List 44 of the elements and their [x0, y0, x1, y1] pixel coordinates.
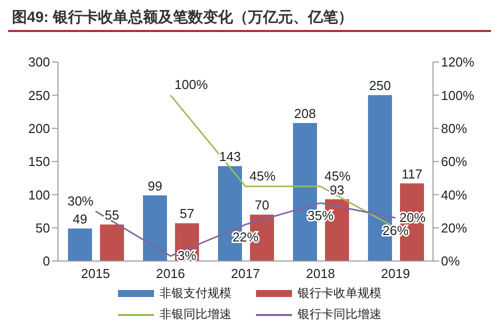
data-label: 55	[104, 208, 120, 223]
data-label: 99	[148, 178, 162, 194]
data-label: 26%	[382, 222, 409, 238]
x-tick-label: 2018	[306, 266, 335, 282]
y-tick-label: 250	[28, 88, 50, 103]
x-tick-label: 2019	[381, 266, 410, 282]
legend-label: 非银同比增速	[160, 306, 232, 323]
chart-title: 图49: 银行卡收单总额及笔数变化（万亿元、亿笔）	[8, 8, 491, 32]
y2-tick-label: 100%	[441, 88, 475, 103]
x-tick-label: 2017	[231, 266, 260, 282]
legend-label: 非银支付规模	[160, 285, 232, 302]
data-label: 45%	[324, 168, 351, 184]
data-label: 93	[330, 182, 344, 198]
data-label: 250	[369, 78, 391, 94]
data-label: 208	[294, 106, 316, 122]
y-tick-label: 50	[36, 220, 50, 236]
y-tick-label: 0	[42, 254, 50, 269]
data-label: 57	[180, 206, 194, 222]
data-label: 70	[254, 198, 270, 213]
data-label: 35%	[307, 208, 334, 223]
data-label: 22%	[232, 230, 259, 245]
y-tick-label: 200	[28, 120, 50, 136]
y2-tick-label: 20%	[441, 220, 468, 236]
legend-label: 银行卡同比增速	[298, 306, 382, 323]
y-tick-label: 300	[28, 54, 50, 70]
bar	[143, 195, 167, 261]
legend-label: 银行卡收单规模	[298, 285, 382, 302]
y2-tick-label: 120%	[441, 54, 475, 70]
y2-tick-label: 60%	[441, 154, 468, 170]
data-label: 30%	[67, 193, 94, 208]
x-tick-label: 2016	[156, 266, 185, 282]
data-label: 49	[72, 211, 88, 226]
y2-tick-label: 0%	[441, 254, 460, 269]
data-label: 117	[402, 166, 422, 182]
y-tick-label: 150	[28, 154, 50, 170]
data-label: 3%	[178, 248, 197, 264]
data-label: 100%	[174, 77, 208, 92]
x-tick-label: 2015	[81, 266, 110, 282]
bar	[100, 224, 124, 261]
bar	[68, 228, 92, 261]
y2-tick-label: 40%	[441, 187, 468, 202]
y-tick-label: 100	[28, 187, 50, 202]
data-label: 45%	[250, 168, 276, 184]
y2-tick-label: 80%	[441, 120, 468, 136]
